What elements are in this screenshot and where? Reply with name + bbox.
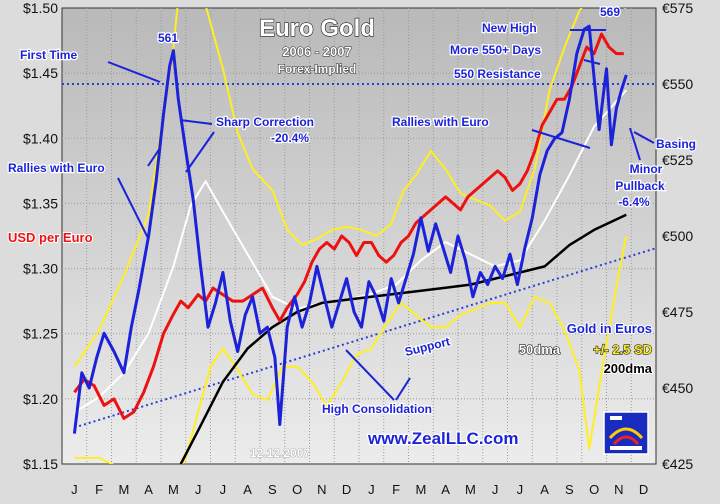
legend-bands: +/- 2.5 SD	[593, 342, 652, 357]
left-tick-label: $1.40	[23, 130, 58, 146]
legend-50dma: 50dma	[519, 342, 561, 357]
arrow-minor-pullback	[629, 127, 641, 161]
right-tick-label: €475	[662, 304, 693, 320]
left-tick-label: $1.20	[23, 391, 58, 407]
arrow-basing	[633, 131, 655, 144]
left-tick-label: $1.30	[23, 261, 58, 277]
arrow-rallies-2	[531, 129, 591, 149]
series-gold-in-euros	[72, 24, 628, 434]
x-tick-label: F	[95, 482, 103, 497]
date-stamp: 12.12.2007	[250, 446, 310, 460]
series-usd-per-euro	[73, 32, 624, 420]
x-tick-label: D	[639, 482, 648, 497]
right-tick-label: €575	[662, 0, 693, 16]
annotation-peak-561: 561	[158, 31, 178, 45]
annotations: First Time 561 Sharp Correction -20.4% R…	[7, 4, 697, 417]
left-axis-ticks: $1.15 $1.20 $1.25 $1.30 $1.35 $1.40 $1.45 $1.50	[23, 0, 58, 472]
annotation-basing: Basing	[656, 137, 696, 151]
left-axis-label: USD per Euro	[8, 230, 93, 245]
right-tick-label: €450	[662, 380, 693, 396]
right-axis-ticks: €425 €450 €475 €500 €525 €550 €575	[662, 0, 693, 472]
x-tick-label: J	[368, 482, 375, 497]
annotation-rallies-with-euro-1: Rallies with Euro	[8, 161, 105, 175]
legend-gold-in-euros: Gold in Euros	[567, 321, 652, 336]
annotation-550-resistance: 550 Resistance	[454, 67, 541, 81]
annotation-minor: Minor	[630, 162, 663, 176]
annotation-sharp-correction-pct: -20.4%	[271, 131, 309, 145]
x-tick-label: M	[168, 482, 179, 497]
x-tick-label: J	[492, 482, 499, 497]
left-tick-label: $1.50	[23, 0, 58, 16]
arrow-high-consolidation-a	[345, 349, 395, 401]
series-lower-band	[74, 235, 628, 464]
support-trendline	[74, 247, 656, 429]
x-tick-label: J	[195, 482, 202, 497]
series-upper-band	[73, 8, 627, 368]
zeal-logo	[603, 411, 649, 455]
series-layer	[72, 8, 628, 464]
right-tick-label: €425	[662, 456, 693, 472]
x-tick-label: F	[392, 482, 400, 497]
x-tick-label: O	[292, 482, 302, 497]
x-tick-label: J	[517, 482, 524, 497]
x-tick-label: M	[465, 482, 476, 497]
annotation-peak-569: 569	[600, 5, 620, 19]
x-tick-label: A	[441, 482, 450, 497]
x-tick-label: M	[118, 482, 129, 497]
left-tick-label: $1.25	[23, 326, 58, 342]
x-tick-label: S	[268, 482, 277, 497]
left-tick-label: $1.35	[23, 195, 58, 211]
annotation-high-consolidation: High Consolidation	[322, 402, 432, 416]
x-tick-label: J	[71, 482, 78, 497]
chart-title: Euro Gold	[259, 15, 375, 42]
website-url: www.ZealLLC.com	[367, 429, 519, 448]
right-tick-label: €525	[662, 152, 693, 168]
arrow-sharp-correction-a	[179, 119, 213, 125]
annotation-more-550-days: More 550+ Days	[450, 43, 541, 57]
chart-subtitle-years: 2006 - 2007	[282, 44, 351, 59]
x-tick-label: A	[144, 482, 153, 497]
annotation-new-high: New High	[482, 21, 537, 35]
x-tick-label: S	[565, 482, 574, 497]
x-tick-label: D	[342, 482, 351, 497]
x-tick-label: N	[614, 482, 623, 497]
left-tick-label: $1.15	[23, 456, 58, 472]
arrow-high-consolidation-b	[395, 377, 411, 401]
right-tick-label: €550	[662, 76, 693, 92]
annotation-first-time: First Time	[20, 48, 77, 62]
arrow-more-550-days	[583, 59, 601, 65]
x-tick-label: M	[415, 482, 426, 497]
annotation-arrows	[107, 29, 655, 401]
annotation-pullback: Pullback	[615, 179, 665, 193]
left-tick-label: $1.45	[23, 65, 58, 81]
arrow-rallies-1-a	[147, 147, 161, 167]
arrow-rallies-1-b	[117, 177, 149, 239]
x-tick-label: A	[540, 482, 549, 497]
annotation-rallies-with-euro-2: Rallies with Euro	[392, 115, 489, 129]
x-tick-label: A	[243, 482, 252, 497]
x-tick-label: O	[589, 482, 599, 497]
annotation-sharp-correction: Sharp Correction	[216, 115, 314, 129]
legend-200dma: 200dma	[604, 361, 653, 376]
annotation-pullback-pct: -6.4%	[618, 195, 650, 209]
x-tick-label: J	[220, 482, 227, 497]
right-tick-label: €500	[662, 228, 693, 244]
arrow-first-time	[107, 61, 161, 83]
chart-subtitle-note: Forex-Implied	[278, 62, 357, 76]
x-tick-label: N	[317, 482, 326, 497]
arrow-sharp-correction-b	[185, 131, 215, 173]
